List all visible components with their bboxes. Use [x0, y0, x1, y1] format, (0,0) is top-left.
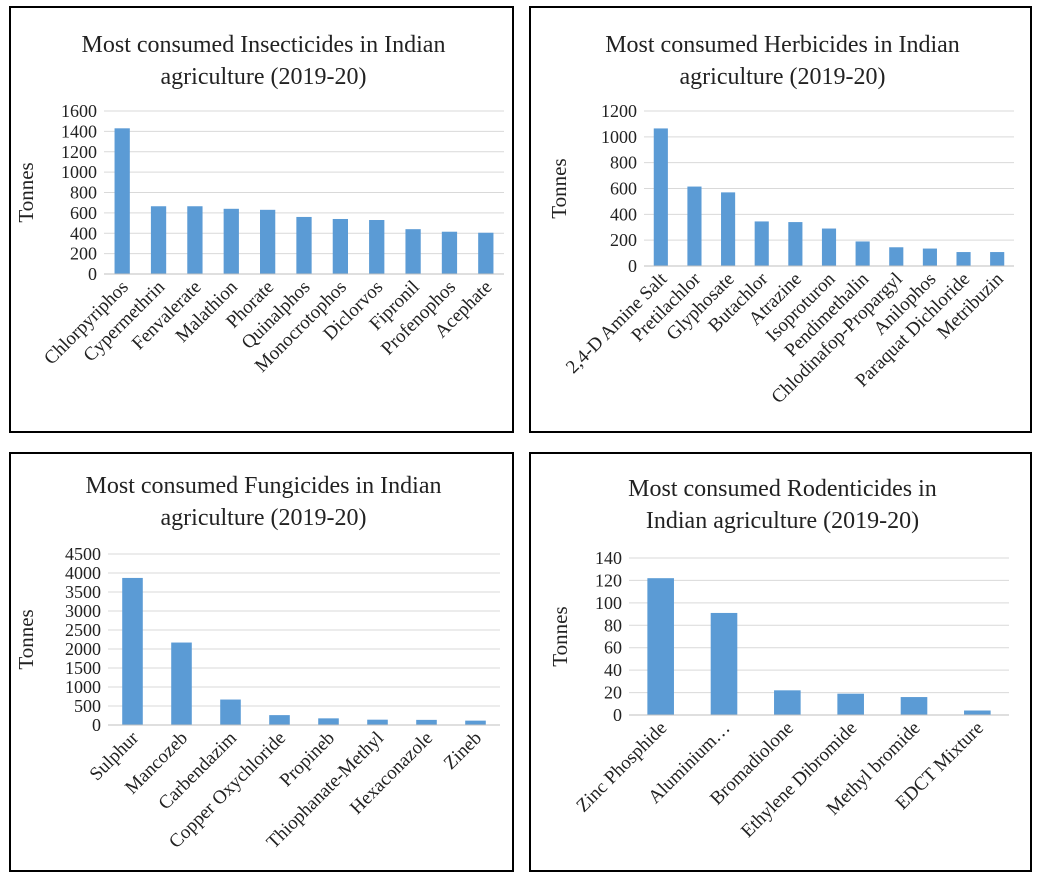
fungicides-bar-sulphur	[122, 577, 143, 725]
fungicides-chart-panel: Most consumed Fungicides in Indian agric…	[9, 452, 514, 872]
herbicides-title-line-1: Most consumed Herbicides in Indian	[605, 32, 960, 58]
herbicides-ytick-label: 1000	[601, 127, 637, 147]
insecticides-bar-fipronil	[405, 229, 421, 274]
rodenticides-ytick-label: 60	[604, 638, 622, 658]
rodenticides-bar-aluminium	[710, 612, 738, 715]
insecticides-chart-panel: Most consumed Insecticides in Indian agr…	[9, 6, 514, 433]
fungicides-ytick-label: 1500	[65, 658, 101, 678]
rodenticides-y-axis-label: Tonnes	[548, 606, 572, 666]
fungicides-category-label: Zineb	[440, 728, 486, 774]
rodenticides-ytick-label: 120	[595, 570, 622, 590]
insecticides-title-line-1: Most consumed Insecticides in Indian	[81, 32, 446, 58]
herbicides-bar-butachlor	[754, 221, 769, 266]
fungicides-ytick-label: 2500	[65, 620, 101, 640]
herbicides-ytick-label: 800	[610, 153, 637, 173]
rodenticides-ytick-label: 40	[604, 660, 622, 680]
fungicides-ytick-label: 4500	[65, 544, 101, 564]
rodenticides-ytick-label: 80	[604, 615, 622, 635]
herbicides-y-axis-label: Tonnes	[547, 158, 571, 218]
herbicides-ytick-label: 400	[610, 204, 637, 224]
insecticides-bar-profenophos	[441, 231, 458, 274]
fungicides-y-axis-label: Tonnes	[14, 609, 38, 669]
insecticides-chart: 02004006008001000120014001600TonnesChlor…	[14, 101, 504, 377]
herbicides-bar-pendimethalin	[855, 241, 870, 266]
rodenticides-title-line-1: Most consumed Rodenticides in	[628, 476, 937, 502]
herbicides-chart-title: Most consumed Herbicides in Indian agric…	[541, 29, 1024, 93]
fungicides-chart-title: Most consumed Fungicides in Indian agric…	[21, 470, 506, 534]
rodenticides-ytick-label: 100	[595, 593, 622, 613]
insecticides-bar-acephate	[478, 232, 494, 274]
insecticides-bar-cypermethrin	[150, 206, 167, 274]
rodenticides-title-line-2: Indian agriculture (2019-20)	[645, 508, 920, 534]
insecticides-ytick-label: 400	[70, 223, 97, 243]
fungicides-bar-thiophanate-methyl	[367, 719, 388, 725]
herbicides-ytick-label: 600	[610, 179, 637, 199]
insecticides-ytick-label: 200	[70, 244, 97, 264]
insecticides-chart-title: Most consumed Insecticides in Indian agr…	[21, 29, 506, 93]
fungicides-bar-mancozeb	[171, 642, 192, 725]
fungicides-ytick-label: 500	[74, 696, 101, 716]
rodenticides-bar-ethylene-dibromide	[837, 693, 864, 715]
rodenticides-bar-edct-mixture	[964, 710, 991, 715]
rodenticides-bar-zinc-phosphide	[647, 578, 674, 715]
insecticides-ytick-label: 1200	[61, 142, 97, 162]
rodenticides-category-label: Ethylene Dibromide	[737, 718, 861, 842]
insecticides-bar-phorate	[260, 209, 276, 274]
insecticides-bar-diclorvos	[369, 220, 385, 274]
rodenticides-bar-methyl-bromide	[900, 697, 928, 715]
insecticides-ytick-label: 600	[70, 203, 97, 223]
fungicides-bar-carbendazim	[220, 699, 241, 725]
fungicides-bar-zineb	[465, 720, 486, 725]
rodenticides-chart-panel: Most consumed Rodenticides in Indian agr…	[529, 452, 1032, 872]
herbicides-bar-pretilachlor	[687, 186, 702, 266]
rodenticides-ytick-label: 20	[604, 683, 622, 703]
fungicides-title-line-1: Most consumed Fungicides in Indian	[85, 473, 442, 499]
rodenticides-chart-title: Most consumed Rodenticides in Indian agr…	[541, 473, 1024, 537]
herbicides-ytick-label: 1200	[601, 101, 637, 121]
herbicides-title-line-2: agriculture (2019-20)	[679, 64, 886, 90]
insecticides-ytick-label: 800	[70, 183, 97, 203]
fungicides-bar-copper-oxychloride	[269, 715, 290, 725]
fungicides-ytick-label: 1000	[65, 677, 101, 697]
insecticides-title-line-2: agriculture (2019-20)	[160, 64, 367, 90]
herbicides-bar-isoproturon	[821, 228, 837, 266]
insecticides-ytick-label: 1000	[61, 162, 97, 182]
insecticides-bar-chlorpyriphos	[114, 128, 130, 274]
herbicides-bar-2-4-d-amine-salt	[653, 128, 668, 266]
herbicides-bar-paraquat-dichloride	[956, 252, 971, 266]
insecticides-bar-quinalphos	[296, 216, 312, 274]
insecticides-ytick-label: 0	[88, 264, 97, 284]
fungicides-title-line-2: agriculture (2019-20)	[160, 505, 367, 531]
insecticides-y-axis-label: Tonnes	[14, 162, 38, 222]
insecticides-ytick-label: 1600	[61, 101, 97, 121]
herbicides-ytick-label: 200	[610, 230, 637, 250]
insecticides-ytick-label: 1400	[61, 121, 97, 141]
herbicides-chart-panel: Most consumed Herbicides in Indian agric…	[529, 6, 1032, 433]
herbicides-bar-atrazine	[788, 222, 803, 266]
fungicides-ytick-label: 2000	[65, 639, 101, 659]
herbicides-bar-metribuzin	[990, 252, 1005, 266]
rodenticides-ytick-label: 0	[613, 705, 622, 725]
herbicides-ytick-label: 0	[628, 256, 637, 276]
fungicides-ytick-label: 0	[92, 715, 101, 735]
herbicides-bar-anilophos	[922, 248, 937, 266]
fungicides-bar-propineb	[318, 718, 339, 725]
herbicides-bar-chlodinafop-propargyl	[889, 247, 904, 266]
fungicides-ytick-label: 3500	[65, 582, 101, 602]
insecticides-bar-malathion	[223, 208, 239, 274]
insecticides-bar-monocrotophos	[332, 218, 348, 274]
fungicides-bar-hexaconazole	[416, 719, 437, 725]
insecticides-bar-fenvalerate	[187, 206, 203, 274]
fungicides-ytick-label: 3000	[65, 601, 101, 621]
rodenticides-bar-bromadiolone	[774, 690, 801, 715]
herbicides-bar-glyphosate	[721, 192, 736, 266]
rodenticides-ytick-label: 140	[595, 548, 622, 568]
fungicides-ytick-label: 4000	[65, 563, 101, 583]
